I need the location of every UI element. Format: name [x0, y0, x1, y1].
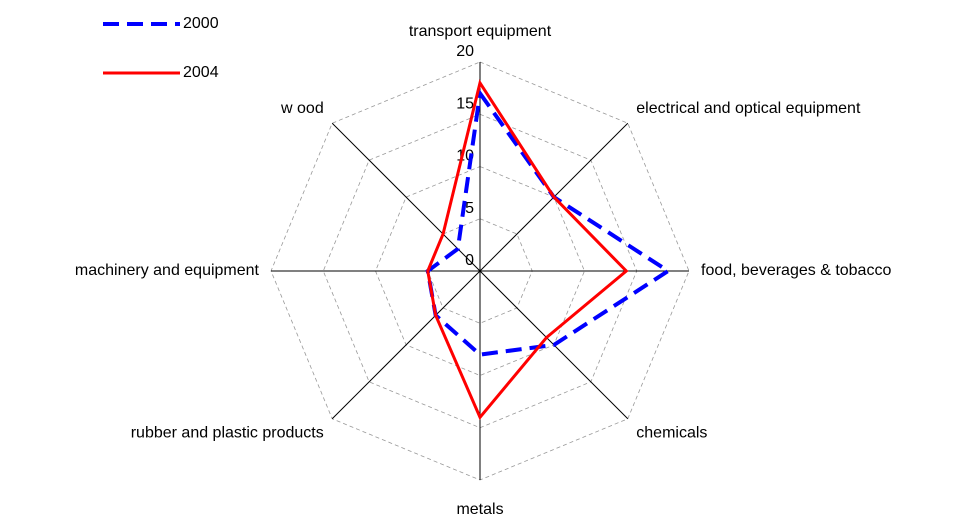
category-label: food, beverages & tobacco: [701, 262, 891, 279]
tick-label: 20: [456, 43, 474, 60]
category-label: electrical and optical equipment: [636, 100, 861, 117]
category-label: w ood: [280, 100, 324, 117]
category-label: rubber and plastic products: [131, 424, 324, 441]
category-label: chemicals: [636, 424, 707, 441]
category-label: machinery and equipment: [75, 262, 260, 279]
tick-label: 15: [456, 95, 474, 112]
grid-ring: [375, 166, 585, 376]
spoke: [331, 270, 481, 420]
series-line: [425, 88, 672, 357]
tick-label: 5: [465, 200, 474, 217]
legend-label: 2004: [183, 64, 219, 81]
category-label: metals: [456, 501, 503, 518]
spoke: [331, 122, 481, 272]
legend-label: 2000: [183, 15, 219, 32]
category-label: transport equipment: [409, 23, 552, 40]
series-line: [426, 79, 629, 421]
tick-label: 0: [465, 252, 474, 269]
